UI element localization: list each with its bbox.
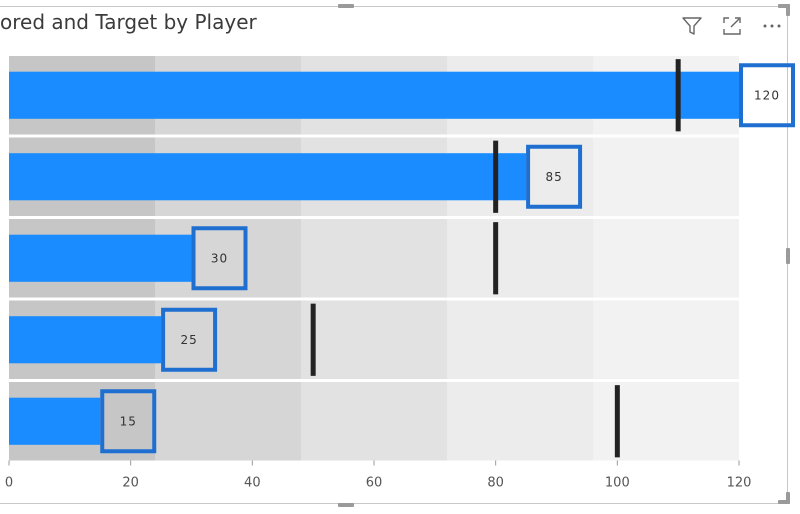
x-tick-label: 60	[366, 476, 383, 491]
resize-handle-right[interactable]	[786, 248, 790, 264]
resize-handle-top-right[interactable]	[786, 4, 790, 16]
focus-mode-icon[interactable]	[720, 14, 744, 38]
data-label-highlight	[526, 144, 583, 209]
range-band	[301, 300, 447, 379]
actual-bar	[9, 397, 101, 445]
more-options-icon[interactable]	[760, 14, 784, 38]
range-band	[593, 219, 739, 298]
resize-handle-bottom[interactable]	[338, 503, 354, 507]
chart-title: ored and Target by Player	[0, 10, 257, 34]
resize-handle-top[interactable]	[338, 4, 354, 8]
data-label-highlight	[161, 307, 218, 372]
data-label-highlight	[739, 63, 795, 128]
filter-icon[interactable]	[680, 14, 704, 38]
target-marker	[493, 222, 499, 295]
x-tick-label: 120	[727, 476, 752, 491]
target-marker	[675, 59, 681, 132]
target-marker	[493, 140, 499, 213]
actual-bar	[9, 153, 527, 201]
data-label-highlight	[191, 226, 248, 291]
x-tick-label: 80	[487, 476, 504, 491]
range-band	[301, 219, 447, 298]
range-band	[593, 137, 739, 216]
range-band	[155, 300, 301, 379]
data-label: 15	[120, 414, 137, 428]
resize-handle-top-right-h[interactable]	[778, 4, 790, 8]
data-label: 85	[545, 170, 562, 184]
range-band	[447, 382, 593, 461]
x-tick-label: 20	[122, 476, 139, 491]
resize-handle-bottom-right-h[interactable]	[778, 500, 790, 504]
x-tick-label: 40	[244, 476, 261, 491]
x-tick-label: 100	[605, 476, 630, 491]
data-label: 120	[754, 88, 780, 102]
range-band	[301, 382, 447, 461]
range-band	[593, 300, 739, 379]
data-label-highlight	[100, 389, 157, 454]
target-marker	[310, 303, 316, 376]
actual-bar	[9, 71, 739, 119]
actual-bar	[9, 234, 192, 282]
range-band	[447, 300, 593, 379]
data-label: 25	[180, 333, 197, 347]
range-band	[155, 382, 301, 461]
x-tick-label: 0	[5, 476, 13, 491]
range-band	[447, 219, 593, 298]
actual-bar	[9, 316, 162, 364]
resize-handle-bottom-right[interactable]	[786, 492, 790, 504]
target-marker	[614, 385, 620, 458]
data-label: 30	[211, 251, 228, 265]
